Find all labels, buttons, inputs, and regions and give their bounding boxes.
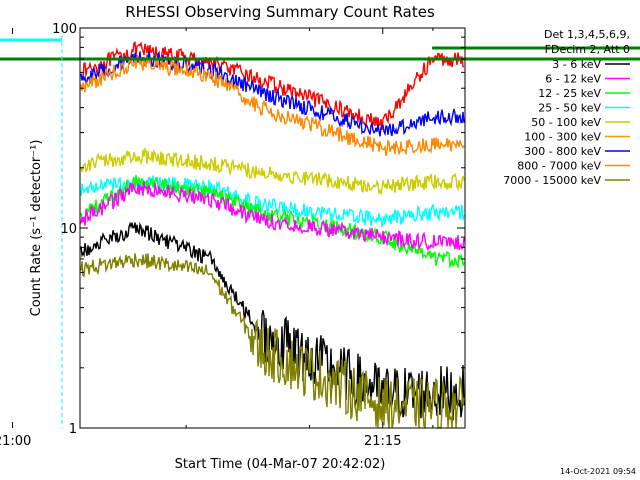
axis-ticks: 20:4521:0021:1521:3021:4522:0022:1511010…	[0, 22, 465, 449]
legend-label: 7000 - 15000 keV	[503, 174, 601, 187]
timestamp: 14-Oct-2021 09:54	[560, 467, 636, 476]
legend-label: 12 - 25 keV	[538, 87, 601, 100]
x-axis-label: Start Time (04-Mar-07 20:42:02)	[175, 457, 386, 472]
y-tick-label: 100	[52, 22, 77, 37]
series-trace-2	[80, 56, 465, 157]
legend-label: 300 - 800 keV	[524, 145, 601, 158]
series-trace-0	[80, 41, 465, 130]
legend-header: FDecim 2, Att 0	[545, 43, 630, 56]
y-tick-label: 1	[69, 422, 77, 437]
attenuator-markers: NRD0RD0	[0, 28, 640, 428]
legend-label: 800 - 7000 keV	[517, 160, 601, 173]
legend-header: Det 1,3,4,5,6,9,	[544, 28, 630, 41]
series-trace-3	[80, 146, 465, 195]
legend-label: 6 - 12 keV	[545, 73, 601, 86]
x-tick-label: 21:15	[364, 434, 401, 449]
x-tick-label: 21:00	[0, 434, 31, 449]
y-axis-label: Count Rate (s⁻¹ detector⁻¹)	[29, 140, 44, 317]
series-trace-6	[80, 180, 465, 252]
legend-label: 3 - 6 keV	[552, 58, 601, 71]
legend-label: 25 - 50 keV	[538, 102, 601, 115]
series-trace-8	[80, 253, 465, 430]
legend-label: 100 - 300 keV	[524, 131, 601, 144]
y-tick-label: 10	[60, 222, 77, 237]
data-traces	[80, 41, 465, 430]
legend-label: 50 - 100 keV	[531, 116, 601, 129]
legend: Det 1,3,4,5,6,9, FDecim 2, Att 0 3 - 6 keV…	[503, 28, 630, 187]
chart-title: RHESSI Observing Summary Count Rates	[125, 3, 435, 21]
